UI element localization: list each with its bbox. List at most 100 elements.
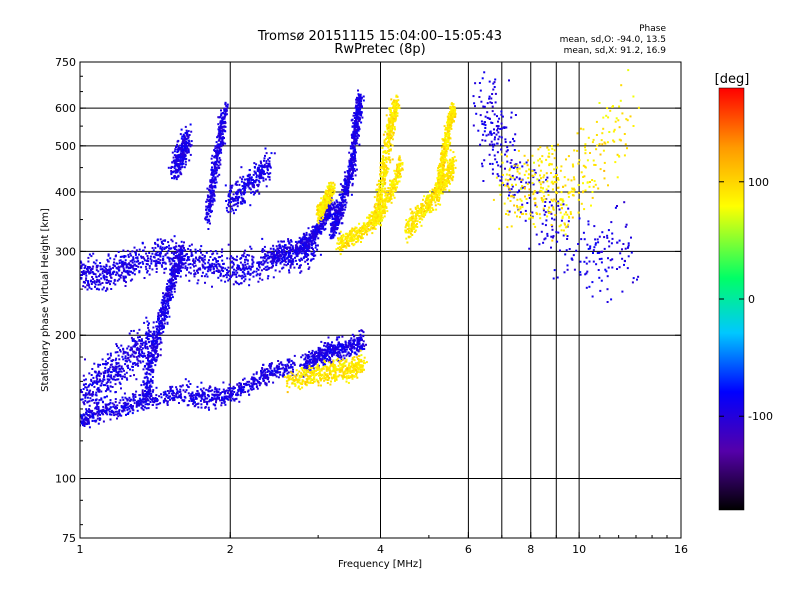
o-mode-point (80, 277, 82, 279)
o-mode-point (188, 280, 190, 282)
o-mode-point (91, 400, 93, 402)
o-mode-point (252, 385, 254, 387)
o-mode-point (191, 254, 193, 256)
o-mode-point (175, 281, 177, 283)
o-mode-point (205, 406, 207, 408)
o-mode-point (175, 393, 177, 395)
o-mode-point (204, 255, 206, 257)
o-mode-point (210, 211, 212, 213)
o-mode-point (100, 278, 102, 280)
o-mode-point (219, 128, 221, 130)
o-mode-point (82, 285, 84, 287)
o-mode-point (197, 259, 199, 261)
o-mode-point (161, 302, 163, 304)
o-mode-point (98, 381, 100, 383)
o-mode-point (352, 172, 354, 174)
o-mode-point (340, 194, 342, 196)
o-mode-point (158, 320, 160, 322)
o-mode-point (217, 135, 219, 137)
o-mode-point (183, 389, 185, 391)
o-mode-point (124, 352, 126, 354)
o-mode-point (181, 166, 183, 168)
o-mode-point (177, 250, 179, 252)
o-mode-point (197, 395, 199, 397)
o-mode-point (157, 245, 159, 247)
o-mode-point (154, 343, 156, 345)
o-mode-point (285, 370, 287, 372)
o-mode-point (100, 391, 102, 393)
o-mode-point (83, 379, 85, 381)
o-mode-point (161, 396, 163, 398)
o-mode-point (184, 138, 186, 140)
o-mode-point (184, 397, 186, 399)
o-mode-point (77, 429, 79, 431)
o-mode-point (249, 385, 251, 387)
o-mode-point (277, 360, 279, 362)
o-mode-point (193, 394, 195, 396)
o-mode-point (166, 289, 168, 291)
o-mode-point (221, 402, 223, 404)
o-mode-point (207, 276, 209, 278)
o-mode-point (179, 173, 181, 175)
o-mode-point (339, 233, 341, 235)
o-mode-point (306, 253, 308, 255)
o-mode-point (256, 175, 258, 177)
o-mode-point (75, 274, 77, 276)
o-mode-point (267, 168, 269, 170)
o-mode-point (299, 237, 301, 239)
o-mode-point (84, 416, 86, 418)
o-mode-point (102, 401, 104, 403)
o-mode-point (251, 256, 253, 258)
o-mode-point (104, 384, 106, 386)
o-mode-point (310, 230, 312, 232)
o-mode-point (237, 181, 239, 183)
o-mode-point (208, 390, 210, 392)
o-mode-point (140, 354, 142, 356)
o-mode-point (91, 283, 93, 285)
o-mode-point (151, 361, 153, 363)
o-mode-point (300, 356, 302, 358)
o-mode-point (361, 106, 363, 108)
o-mode-point (110, 353, 112, 355)
o-mode-point (197, 390, 199, 392)
o-mode-point (248, 265, 250, 267)
o-mode-point (222, 275, 224, 277)
o-mode-point (346, 188, 348, 190)
o-mode-point (229, 384, 231, 386)
o-mode-point (181, 159, 183, 161)
o-mode-point (234, 204, 236, 206)
o-mode-point (99, 274, 101, 276)
o-mode-point (148, 322, 150, 324)
o-mode-point (102, 288, 104, 290)
o-mode-point (185, 161, 187, 163)
o-mode-point (267, 275, 269, 277)
o-mode-point (272, 245, 274, 247)
o-mode-point (296, 242, 298, 244)
o-mode-point (183, 156, 185, 158)
o-mode-point (127, 413, 129, 415)
o-mode-point (254, 167, 256, 169)
o-mode-point (228, 244, 230, 246)
o-mode-point (88, 418, 90, 420)
o-mode-point (192, 260, 194, 262)
o-mode-point (163, 391, 165, 393)
o-mode-point (205, 389, 207, 391)
o-mode-point (207, 262, 209, 264)
o-mode-point (152, 376, 154, 378)
o-mode-point (194, 260, 196, 262)
o-mode-point (130, 399, 132, 401)
o-mode-point (225, 200, 227, 202)
o-mode-point (242, 264, 244, 266)
o-mode-point (164, 247, 166, 249)
o-mode-point (244, 264, 246, 266)
o-mode-point (160, 251, 162, 253)
o-mode-point (349, 178, 351, 180)
o-mode-point (146, 321, 148, 323)
o-mode-point (267, 252, 269, 254)
o-mode-point (134, 362, 136, 364)
o-mode-point (146, 386, 148, 388)
o-mode-point (99, 379, 101, 381)
o-mode-point (164, 323, 166, 325)
o-mode-point (166, 394, 168, 396)
